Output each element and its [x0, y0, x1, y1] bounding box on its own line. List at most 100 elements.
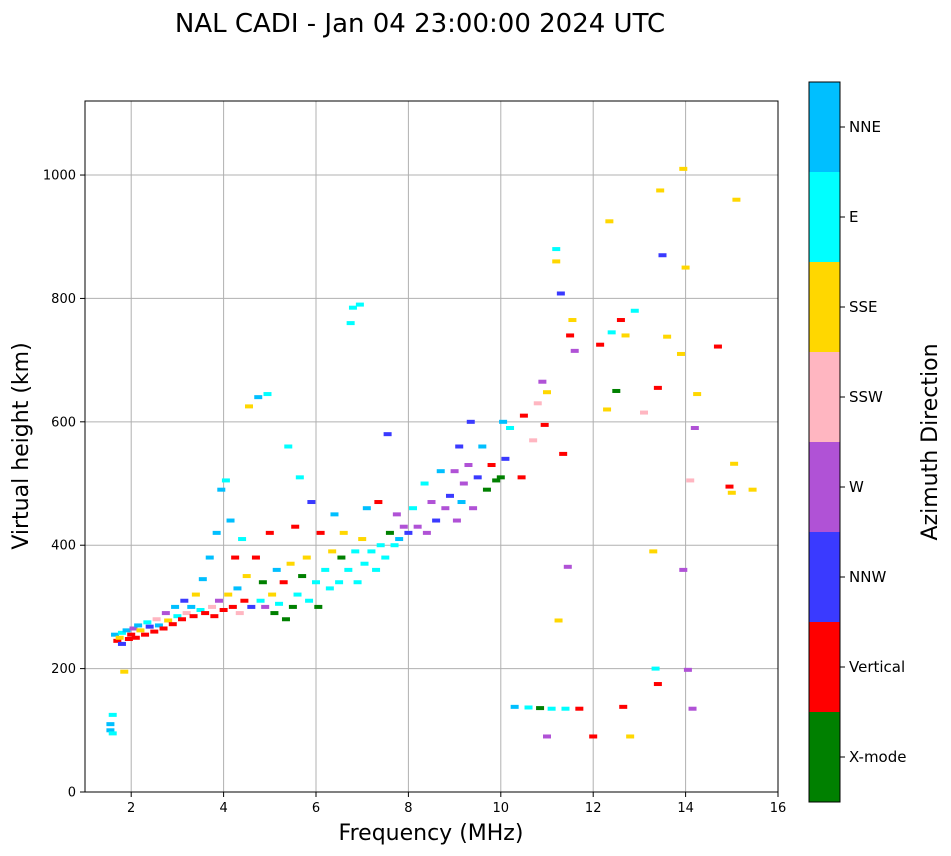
data-point-sse — [679, 166, 688, 171]
data-point-e — [420, 481, 429, 486]
data-point-sse — [358, 537, 367, 542]
colorbar-segment-sse — [809, 262, 840, 352]
data-point-vertical — [131, 635, 140, 640]
data-point-vertical — [159, 626, 168, 631]
data-point-nnw — [466, 419, 475, 424]
data-point-ssw — [235, 611, 244, 616]
data-point-x-mode — [536, 706, 545, 711]
data-point-vertical — [279, 580, 288, 585]
data-point-nne — [187, 604, 196, 609]
data-point-vertical — [487, 463, 496, 468]
data-point-e — [524, 705, 533, 710]
data-point-nnw — [145, 624, 154, 629]
x-tick-label: 8 — [404, 801, 412, 816]
data-point-nne — [212, 530, 221, 535]
data-point-e — [293, 592, 302, 597]
y-axis-ticks: 0 200 400 600 800 1000 — [43, 169, 85, 801]
data-point-ssw — [182, 611, 191, 616]
plot-frame — [84, 100, 779, 793]
data-point-vertical — [201, 611, 210, 616]
data-point-e — [351, 549, 360, 554]
data-point-sse — [191, 592, 200, 597]
data-point-vertical — [124, 636, 133, 641]
data-point-e — [372, 567, 381, 572]
x-tick-label: 10 — [493, 801, 510, 816]
data-point-vertical — [619, 704, 628, 709]
data-point-nne — [226, 518, 235, 523]
colorbar-segment-w — [809, 442, 840, 532]
data-point-e — [263, 392, 272, 397]
data-point-e — [344, 567, 353, 572]
data-point-w — [422, 530, 431, 535]
data-point-vertical — [575, 706, 584, 711]
colorbar-segment-e — [809, 172, 840, 262]
colorbar-frame — [808, 81, 841, 803]
x-tick-label: 12 — [585, 801, 602, 816]
data-point-sse — [656, 188, 665, 193]
data-point-nne — [134, 623, 143, 628]
data-point-ssw — [152, 617, 161, 622]
data-point-e — [561, 706, 570, 711]
colorbar-segment-nne — [809, 82, 840, 172]
data-point-e — [284, 444, 293, 449]
data-point-sse — [748, 487, 757, 492]
data-point-sse — [328, 549, 337, 554]
data-point-nnw — [117, 641, 126, 646]
data-point-nne — [510, 704, 519, 709]
data-point-nne — [205, 555, 214, 560]
data-point-vertical — [127, 632, 136, 637]
data-point-nne — [254, 395, 263, 400]
y-tick-label: 200 — [51, 662, 76, 677]
data-point-x-mode — [288, 604, 297, 609]
data-point-vertical — [210, 614, 219, 619]
data-point-sse — [663, 334, 672, 339]
x-tick-label: 4 — [219, 801, 227, 816]
data-point-ssw — [529, 438, 538, 443]
y-tick-label: 1000 — [43, 169, 76, 184]
x-tick-label: 14 — [677, 801, 694, 816]
data-points — [106, 166, 757, 739]
data-point-e — [173, 614, 182, 619]
data-point-sse — [568, 318, 577, 323]
data-point-e — [355, 302, 364, 307]
data-point-x-mode — [258, 580, 267, 585]
data-point-sse — [676, 351, 685, 356]
colorbar: X-mode Vertical NNW W SSW SSE E NNE — [808, 81, 906, 803]
data-point-e — [552, 247, 561, 252]
data-point-w — [450, 469, 459, 474]
colorbar-label: W — [849, 478, 864, 496]
data-point-w — [683, 667, 692, 672]
data-point-sse — [224, 592, 233, 597]
data-point-x-mode — [298, 574, 307, 579]
data-point-nne — [395, 537, 404, 542]
data-point-sse — [242, 574, 251, 579]
data-point-e — [367, 549, 376, 554]
grid-lines — [85, 101, 779, 793]
data-point-e — [381, 555, 390, 560]
data-point-sse — [554, 618, 563, 623]
data-point-e — [630, 308, 639, 313]
data-point-vertical — [228, 604, 237, 609]
data-point-x-mode — [492, 478, 501, 483]
data-point-w — [441, 506, 450, 511]
data-point-nne — [330, 512, 339, 517]
data-point-nnw — [473, 475, 482, 480]
data-point-e — [547, 706, 556, 711]
data-point-x-mode — [496, 475, 505, 480]
data-point-sse — [621, 333, 630, 338]
data-point-ssw — [208, 604, 217, 609]
data-point-vertical — [178, 617, 187, 622]
data-point-vertical — [559, 451, 568, 456]
colorbar-segment-vertical — [809, 622, 840, 712]
colorbar-label: Vertical — [849, 658, 905, 676]
data-point-w — [459, 481, 468, 486]
data-point-vertical — [189, 614, 198, 619]
data-point-vertical — [517, 475, 526, 480]
data-point-nne — [198, 577, 207, 582]
data-point-sse — [603, 407, 612, 412]
y-tick-label: 400 — [51, 539, 76, 554]
data-point-vertical — [150, 629, 159, 634]
data-point-vertical — [519, 413, 528, 418]
data-point-vertical — [616, 318, 625, 323]
